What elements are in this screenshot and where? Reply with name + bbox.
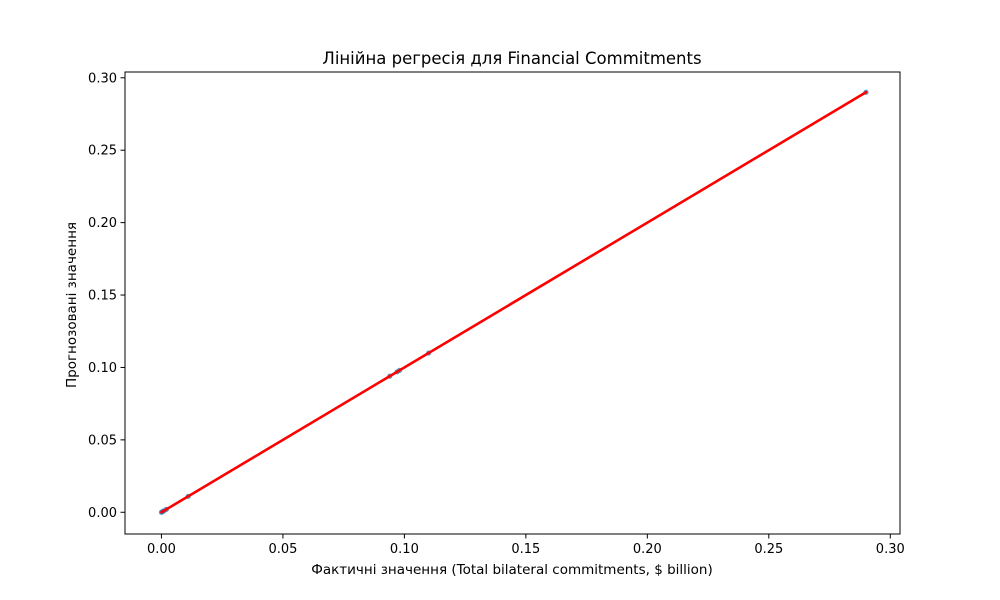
plot-area: 0.00 0.05 0.10 0.15 0.20 0.25 0.30 0.00 0.05 0.10… (88, 71, 905, 557)
chart-title: Лінійна регресія для Financial Commitmen… (322, 49, 701, 68)
x-tick-label: 0.10 (390, 542, 419, 557)
y-tick-label: 0.00 (88, 506, 117, 521)
x-tick-label: 0.05 (268, 542, 297, 557)
x-axis-label: Фактичні значення (Total bilateral commi… (311, 562, 713, 578)
x-tick-label: 0.15 (511, 542, 540, 557)
y-tick-label: 0.25 (88, 144, 117, 159)
y-tick-label: 0.05 (88, 433, 117, 448)
y-axis-label: Прогнозовані значення (64, 222, 80, 388)
x-tick-label: 0.25 (754, 542, 783, 557)
y-tick-label: 0.15 (88, 289, 117, 304)
regression-line (160, 90, 868, 514)
y-tick-label: 0.20 (88, 216, 117, 231)
x-tick-label: 0.00 (147, 542, 176, 557)
x-tick-label: 0.30 (876, 542, 905, 557)
y-tick-label: 0.30 (88, 71, 117, 86)
y-tick-label: 0.10 (88, 361, 117, 376)
x-tick-label: 0.20 (633, 542, 662, 557)
axes-frame (124, 71, 901, 535)
